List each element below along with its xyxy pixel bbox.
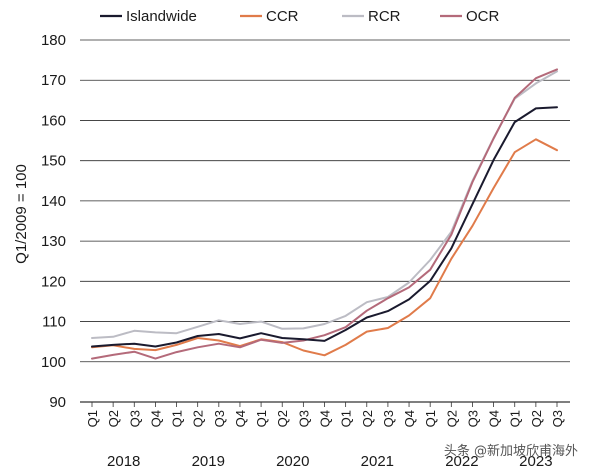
year-label-2023: 2023 <box>519 453 552 470</box>
y-tick-label: 90 <box>49 394 66 411</box>
year-label-2021: 2021 <box>361 453 394 470</box>
x-tick-label: Q4 <box>318 410 333 427</box>
x-tick-label: Q2 <box>360 410 375 427</box>
y-tick-label: 100 <box>41 354 66 371</box>
y-axis-title: Q1/2009 = 100 <box>13 164 30 264</box>
x-tick-label: Q2 <box>191 410 206 427</box>
y-tick-label: 170 <box>41 72 66 89</box>
x-tick-label: Q3 <box>465 410 480 427</box>
year-label-2019: 2019 <box>192 453 225 470</box>
y-tick-label: 110 <box>42 314 66 331</box>
x-tick-label: Q1 <box>170 410 185 427</box>
x-tick-label: Q2 <box>275 410 290 427</box>
y-tick-label: 130 <box>41 233 66 250</box>
x-tick-label: Q1 <box>254 410 269 427</box>
watermark-text: 头条 @新加坡欣甫海外 <box>444 443 578 459</box>
x-tick-label: Q3 <box>127 410 142 427</box>
x-tick-label: Q2 <box>444 410 459 427</box>
x-tick-label: Q1 <box>339 410 354 427</box>
y-tick-label: 150 <box>41 153 66 170</box>
x-tick-label: Q4 <box>148 410 163 427</box>
x-tick-label: Q3 <box>296 410 311 427</box>
legend-label-islandwide: Islandwide <box>126 8 197 25</box>
x-tick-label: Q3 <box>212 410 227 427</box>
series-line-islandwide <box>91 106 558 348</box>
x-tick-label: Q2 <box>106 410 121 427</box>
legend-label-rcr: RCR <box>368 8 401 25</box>
x-tick-label: Q1 <box>508 410 523 427</box>
x-tick-label: Q1 <box>85 410 100 427</box>
gridlines <box>80 39 570 403</box>
year-label-2018: 2018 <box>107 453 140 470</box>
x-tick-label: Q3 <box>381 410 396 427</box>
series-line-ccr <box>91 138 558 357</box>
y-tick-label: 120 <box>41 273 66 290</box>
y-axis-ticks: 90 100 110 120 130 140 150 160 170 180 <box>41 32 66 411</box>
x-tick-label: Q4 <box>402 410 417 427</box>
y-tick-label: 140 <box>41 193 66 210</box>
series-line-rcr <box>91 70 558 339</box>
x-tick-label: Q4 <box>233 410 248 427</box>
x-tick-label: Q4 <box>487 410 502 427</box>
y-tick-label: 160 <box>41 112 66 129</box>
x-tick-label: Q3 <box>550 410 565 427</box>
y-tick-label: 180 <box>41 32 66 49</box>
year-label-2020: 2020 <box>276 453 309 470</box>
year-label-2022: 2022 <box>445 453 478 470</box>
x-tick-label: Q2 <box>529 410 544 427</box>
legend: Islandwide CCR RCR OCR <box>100 8 500 25</box>
x-tick-label: Q1 <box>423 410 438 427</box>
series-line-ocr <box>91 68 558 360</box>
legend-label-ocr: OCR <box>466 8 500 25</box>
legend-label-ccr: CCR <box>266 8 299 25</box>
series-lines <box>91 68 558 360</box>
x-axis: Q1 Q2 Q3 Q4 Q1 Q2 Q3 Q4 Q1 Q2 Q3 Q4 Q1 Q2 Q3 Q4 Q1 Q2 Q3 Q4… <box>85 402 565 470</box>
